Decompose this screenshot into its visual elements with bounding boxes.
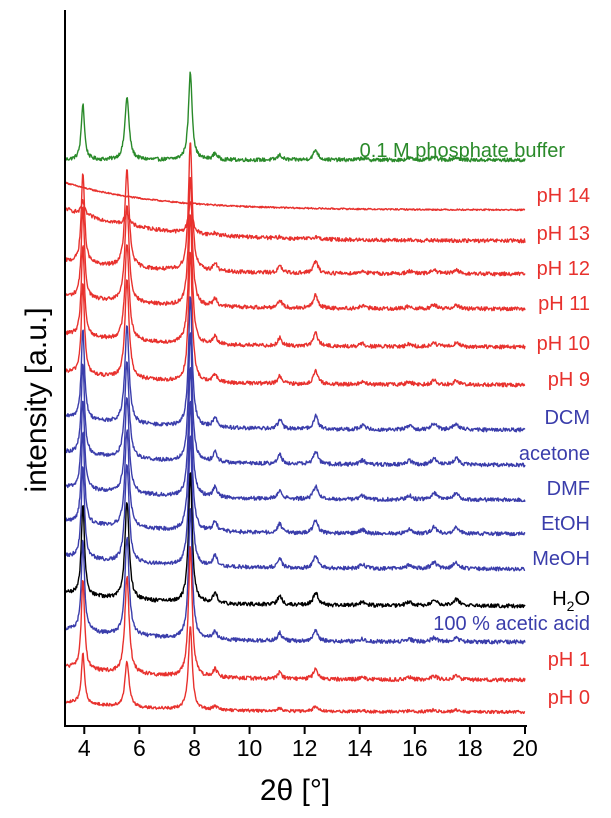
trace-ph-1 <box>64 546 526 683</box>
trace-h2o <box>64 472 526 609</box>
trace-ph-14 <box>64 181 526 212</box>
x-tick-label-12: 12 <box>292 735 318 761</box>
trace-meoh <box>64 435 526 572</box>
diffraction-traces <box>64 71 526 715</box>
label-0-1-m-phosphate-buffer: 0.1 M phosphate buffer <box>360 140 566 162</box>
label-ph-12: pH 12 <box>537 258 590 280</box>
x-tick-label-14: 14 <box>347 735 373 761</box>
trace-dmf <box>64 367 526 503</box>
x-tick-label-8: 8 <box>188 735 201 761</box>
trace-ph-13 <box>64 199 526 244</box>
label-h2o: H2O <box>552 588 590 614</box>
trace-ph-9 <box>64 251 526 388</box>
label-meoh: MeOH <box>532 548 590 570</box>
x-tick-label-18: 18 <box>457 735 483 761</box>
label-dmf: DMF <box>547 478 590 500</box>
x-axis-title: 2θ [°] <box>260 774 330 807</box>
label-acetone: acetone <box>519 443 590 465</box>
label-ph-13: pH 13 <box>537 223 590 245</box>
trace-100-acetic-acid <box>64 508 526 645</box>
y-axis-title: intensity [a.u.] <box>20 307 53 492</box>
label-dcm: DCM <box>544 407 590 429</box>
label-ph-1: pH 1 <box>548 649 590 671</box>
x-tick-label-6: 6 <box>133 735 146 761</box>
label-ph-10: pH 10 <box>537 333 590 355</box>
trace-0-1-m-phosphate-buffer <box>64 71 526 163</box>
x-tick-label-10: 10 <box>237 735 263 761</box>
label-ph-0: pH 0 <box>548 687 590 709</box>
x-tick-label-20: 20 <box>512 735 538 761</box>
label-ph-14: pH 14 <box>537 185 590 207</box>
trace-ph-10 <box>64 214 526 350</box>
x-axis-ticks: 4 6 8 10 12 14 16 18 20 <box>78 726 538 761</box>
trace-ph-0 <box>64 626 526 715</box>
trace-ph-12 <box>64 142 526 277</box>
trace-acetone <box>64 332 526 468</box>
x-tick-label-4: 4 <box>78 735 91 761</box>
label-ph-9: pH 9 <box>548 369 590 391</box>
label-ph-11: pH 11 <box>538 293 590 315</box>
trace-ph-11 <box>64 176 526 312</box>
series-labels: 0.1 M phosphate buffer pH 14 pH 13 pH 12 pH … <box>360 140 590 709</box>
trace-dcm <box>64 296 526 433</box>
label-etoh: EtOH <box>541 513 590 535</box>
trace-etoh <box>64 400 526 537</box>
x-tick-label-16: 16 <box>402 735 428 761</box>
label-100-acetic-acid: 100 % acetic acid <box>433 613 590 635</box>
